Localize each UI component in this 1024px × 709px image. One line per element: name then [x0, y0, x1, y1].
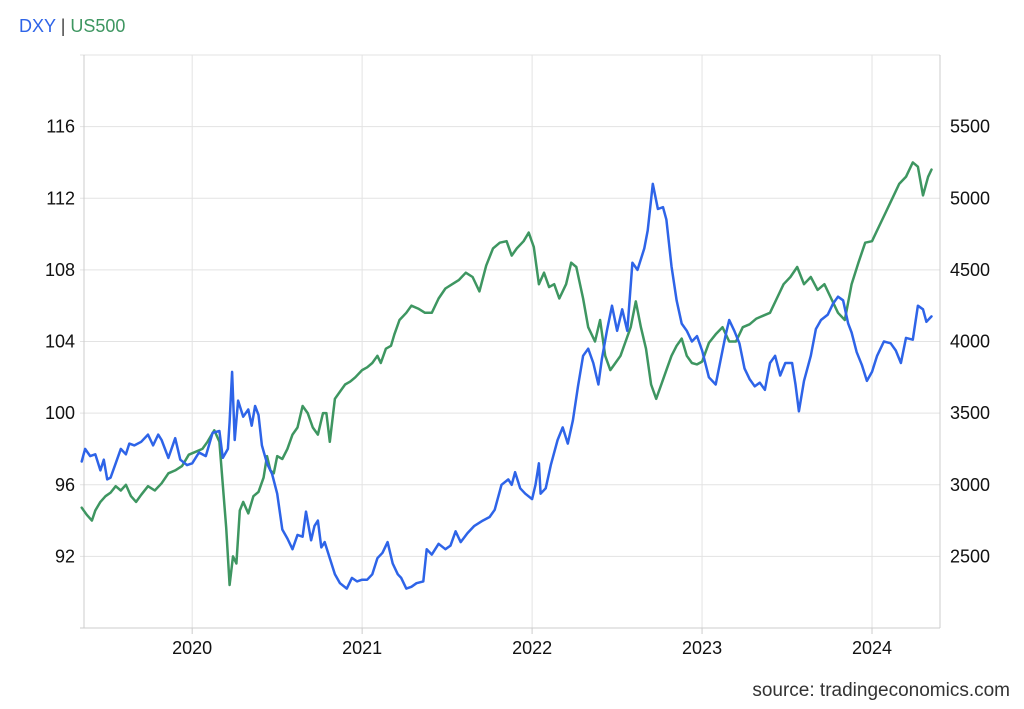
right-axis-ticks: 2500 3000 3500 4000 4500 5000 5500 — [950, 117, 990, 567]
y-right-tick-label: 5000 — [950, 188, 990, 208]
y-left-tick-label: 116 — [46, 117, 75, 137]
x-tick-label: 2022 — [512, 638, 552, 658]
series-lines — [80, 161, 933, 590]
series-line-us500[interactable] — [80, 161, 933, 587]
gridlines — [80, 54, 940, 628]
left-axis-ticks: 92 96 100 104 108 112 116 — [45, 117, 75, 567]
y-right-tick-label: 4500 — [950, 260, 990, 280]
y-right-tick-label: 3500 — [950, 403, 990, 423]
source-credit[interactable]: source: tradingeconomics.com — [752, 680, 1010, 701]
series-line-dxy[interactable] — [80, 182, 933, 590]
y-left-tick-label: 108 — [45, 260, 75, 280]
y-right-tick-label: 4000 — [950, 332, 990, 352]
x-tick-label: 2024 — [852, 638, 892, 658]
y-left-tick-label: 112 — [46, 188, 75, 208]
y-left-tick-label: 92 — [55, 546, 75, 566]
y-left-tick-label: 100 — [45, 403, 75, 423]
y-right-tick-label: 3000 — [950, 475, 990, 495]
axes — [80, 55, 941, 634]
x-tick-label: 2023 — [682, 638, 722, 658]
y-right-tick-label: 2500 — [950, 546, 990, 566]
x-tick-label: 2021 — [342, 638, 382, 658]
y-right-tick-label: 5500 — [950, 117, 990, 137]
x-tick-label: 2020 — [172, 638, 212, 658]
y-left-tick-label: 104 — [45, 332, 75, 352]
legend-item-dxy[interactable]: DXY — [19, 16, 56, 36]
chart-legend: DXY | US500 — [19, 16, 125, 37]
legend-item-us500[interactable]: US500 — [70, 16, 126, 36]
x-axis-ticks: 2020 2021 2022 2023 2024 — [172, 638, 892, 658]
y-left-tick-label: 96 — [55, 475, 75, 495]
legend-separator: | — [60, 16, 66, 36]
